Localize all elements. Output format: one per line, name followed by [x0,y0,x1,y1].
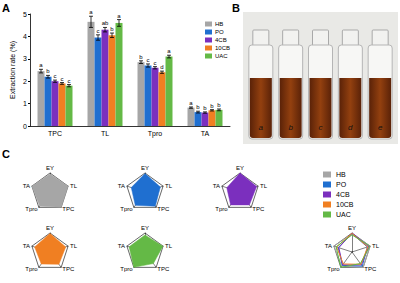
svg-text:TPC: TPC [157,266,170,272]
svg-text:a: a [39,62,43,68]
svg-text:Tpro: Tpro [120,266,133,272]
svg-text:Tpro: Tpro [215,206,228,212]
svg-text:TA: TA [118,183,125,189]
svg-text:Tpro: Tpro [327,266,340,272]
svg-text:c: c [68,78,71,84]
svg-text:TL: TL [70,243,78,249]
svg-text:b: b [288,123,293,132]
svg-text:a: a [89,9,93,15]
svg-text:TA: TA [23,243,30,249]
svg-text:TPC: TPC [364,266,377,272]
svg-text:B: B [232,2,240,14]
svg-text:2: 2 [23,78,27,85]
svg-text:TL: TL [165,183,173,189]
svg-text:TA: TA [201,130,210,137]
svg-text:TL: TL [165,243,173,249]
svg-text:b: b [46,68,50,74]
svg-text:TL: TL [260,183,268,189]
svg-text:EY: EY [141,225,149,231]
svg-text:e: e [378,123,383,132]
svg-text:0: 0 [23,123,27,130]
svg-text:c: c [54,73,57,79]
svg-text:c: c [319,123,323,132]
svg-text:c: c [61,76,64,82]
svg-text:TPC: TPC [62,206,75,212]
svg-text:UAC: UAC [215,53,228,59]
svg-text:c: c [154,60,157,66]
svg-text:TA: TA [118,243,125,249]
svg-text:d: d [348,123,353,132]
svg-text:EY: EY [348,225,356,231]
svg-text:a: a [117,13,121,19]
svg-text:TPC: TPC [157,206,170,212]
svg-text:C: C [2,148,10,160]
svg-text:4CB: 4CB [336,191,350,198]
svg-text:b: b [203,105,207,111]
svg-text:TL: TL [372,243,380,249]
svg-text:1: 1 [23,100,27,107]
svg-text:a: a [259,123,264,132]
svg-text:b: b [139,54,143,60]
svg-text:Tpro: Tpro [148,130,163,138]
svg-text:A: A [2,2,10,14]
svg-text:4: 4 [23,33,27,40]
svg-text:TPC: TPC [48,130,62,137]
svg-text:b: b [217,102,221,108]
svg-text:TL: TL [70,183,78,189]
svg-text:4CB: 4CB [215,37,227,43]
svg-text:5: 5 [23,11,27,18]
svg-text:a: a [167,48,171,54]
svg-text:PO: PO [336,181,347,188]
svg-text:Tpro: Tpro [120,206,133,212]
svg-text:EY: EY [46,225,54,231]
svg-text:EY: EY [236,165,244,171]
svg-text:10CB: 10CB [215,45,230,51]
svg-text:UAC: UAC [336,211,351,218]
svg-text:d: d [160,64,163,70]
svg-text:b: b [196,104,200,110]
svg-text:EY: EY [46,165,54,171]
svg-text:a: a [189,100,193,106]
svg-text:Tpro: Tpro [25,206,38,212]
svg-text:3: 3 [23,55,27,62]
svg-text:c: c [147,57,150,63]
svg-text:10CB: 10CB [336,201,354,208]
svg-text:TL: TL [101,130,109,137]
svg-text:HB: HB [215,21,223,27]
svg-text:Tpro: Tpro [25,266,38,272]
svg-text:TA: TA [325,243,332,249]
svg-text:EY: EY [141,165,149,171]
svg-text:TA: TA [23,183,30,189]
svg-text:c: c [97,28,100,34]
svg-text:PO: PO [215,29,224,35]
svg-text:b: b [110,26,114,32]
svg-text:TPC: TPC [252,206,265,212]
svg-text:TA: TA [213,183,220,189]
svg-text:ab: ab [102,20,109,26]
svg-text:Extraction rate (%): Extraction rate (%) [9,41,17,99]
svg-text:HB: HB [336,171,346,178]
svg-text:TPC: TPC [62,266,75,272]
svg-text:b: b [210,103,214,109]
